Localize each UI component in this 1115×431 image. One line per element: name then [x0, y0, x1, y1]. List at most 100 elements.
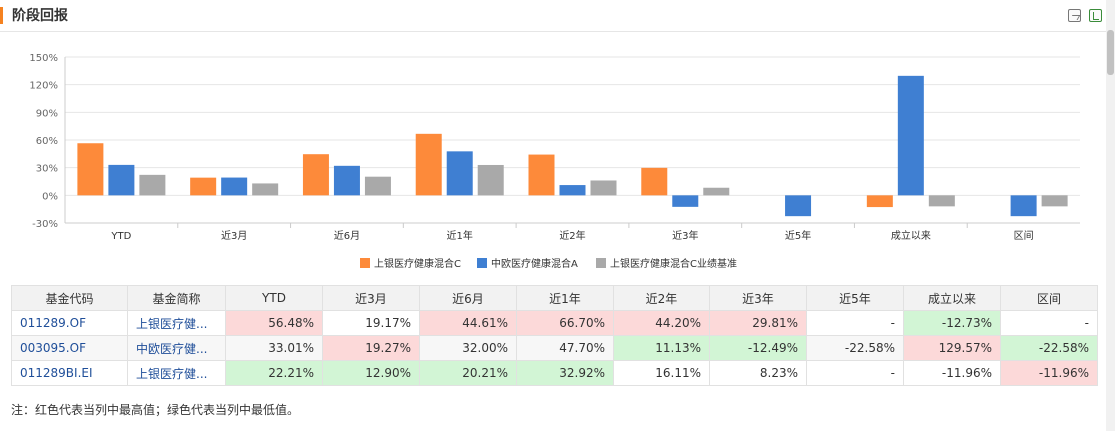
bar	[108, 164, 135, 196]
column-header: 成立以来	[903, 285, 1001, 311]
legend-label: 上银医疗健康混合C	[374, 257, 461, 270]
return-cell: -12.49%	[709, 335, 807, 361]
return-cell: -	[1000, 310, 1098, 336]
bar	[364, 176, 391, 196]
table-row: 011289BI.EI 上银医疗健... 22.21% 12.90% 20.21% 32.…	[11, 360, 1098, 386]
bar	[221, 177, 248, 196]
y-tick-label: -30%	[32, 219, 58, 230]
column-header: 近6月	[419, 285, 517, 311]
bar	[415, 133, 442, 196]
x-tick-label: 近3年	[672, 229, 698, 242]
y-tick-label: 0%	[42, 191, 58, 202]
header-accent-bar	[0, 7, 3, 24]
bar	[928, 195, 955, 207]
return-cell: -	[806, 360, 904, 386]
column-header: 基金简称	[127, 285, 226, 311]
bar	[672, 195, 699, 207]
y-tick-label: 150%	[29, 53, 58, 64]
x-tick-label: 近5年	[785, 229, 811, 242]
return-cell: 44.20%	[613, 310, 710, 336]
table-footnote: 注：红色代表当列中最高值；绿色代表当列中最低值。	[11, 403, 300, 417]
return-table: 基金代码 基金简称 YTD 近3月 近6月 近1年 近2年 近3年 近5年 成立以来 区间 0112…	[11, 285, 1098, 386]
return-table-container: 基金代码 基金简称 YTD 近3月 近6月 近1年 近2年 近3年 近5年 成立以来 区间 0112…	[11, 285, 1098, 386]
x-tick-label: 近2年	[559, 229, 585, 242]
bar	[703, 187, 730, 196]
return-cell: 19.27%	[322, 335, 420, 361]
fund-name-link[interactable]: 中欧医疗健...	[127, 335, 226, 361]
bar	[190, 177, 217, 196]
column-header: 区间	[1000, 285, 1098, 311]
bar	[897, 75, 924, 196]
bar	[866, 195, 893, 208]
return-cell: 16.11%	[613, 360, 710, 386]
fund-name-link[interactable]: 上银医疗健...	[127, 310, 226, 336]
vertical-scrollbar[interactable]	[1106, 0, 1115, 431]
legend-label: 中欧医疗健康混合A	[491, 257, 578, 270]
column-header: YTD	[225, 285, 323, 311]
table-header-row: 基金代码 基金简称 YTD 近3月 近6月 近1年 近2年 近3年 近5年 成立以来 区间	[11, 285, 1098, 311]
column-header: 近3年	[709, 285, 807, 311]
x-tick-label: 成立以来	[891, 229, 931, 242]
return-cell: 66.70%	[516, 310, 614, 336]
excel-export-icon[interactable]	[1089, 9, 1102, 22]
return-cell: -11.96%	[903, 360, 1001, 386]
y-tick-label: 60%	[36, 136, 58, 147]
return-cell: 12.90%	[322, 360, 420, 386]
return-cell: 32.92%	[516, 360, 614, 386]
return-cell: 33.01%	[225, 335, 323, 361]
legend-swatch	[596, 258, 606, 268]
bar	[477, 164, 504, 196]
legend-label: 上银医疗健康混合C业绩基准	[610, 257, 737, 270]
bar	[252, 183, 279, 196]
return-cell: 22.21%	[225, 360, 323, 386]
section-title: 阶段回报	[12, 8, 68, 24]
table-row: 011289.OF 上银医疗健... 56.48% 19.17% 44.61% 66.70…	[11, 310, 1098, 336]
return-cell: 56.48%	[225, 310, 323, 336]
column-header: 近2年	[613, 285, 710, 311]
table-row: 003095.OF 中欧医疗健... 33.01% 19.27% 32.00% 47.70…	[11, 335, 1098, 361]
bar	[333, 165, 360, 196]
y-tick-label: 120%	[29, 81, 58, 92]
return-cell: 129.57%	[903, 335, 1001, 361]
image-export-icon[interactable]	[1068, 9, 1081, 22]
bar	[641, 167, 668, 196]
y-tick-label: 30%	[36, 164, 58, 175]
fund-name-link[interactable]: 上银医疗健...	[127, 360, 226, 386]
fund-code-link[interactable]: 003095.OF	[11, 335, 128, 361]
y-tick-label: 90%	[36, 108, 58, 119]
x-tick-label: YTD	[110, 231, 131, 242]
return-cell: 20.21%	[419, 360, 517, 386]
return-cell: -11.96%	[1000, 360, 1098, 386]
return-cell: 19.17%	[322, 310, 420, 336]
x-tick-label: 近1年	[447, 229, 473, 242]
bar	[446, 151, 473, 196]
bar	[302, 154, 329, 196]
return-cell: -12.73%	[903, 310, 1001, 336]
scrollbar-thumb[interactable]	[1107, 30, 1114, 75]
x-tick-label: 近3月	[221, 229, 247, 242]
section-header: 阶段回报	[0, 0, 1106, 32]
return-cell: -	[806, 310, 904, 336]
column-header: 近3月	[322, 285, 420, 311]
bar	[590, 180, 617, 196]
bar	[1041, 195, 1068, 207]
return-cell: 29.81%	[709, 310, 807, 336]
fund-code-link[interactable]: 011289BI.EI	[11, 360, 128, 386]
return-cell: 32.00%	[419, 335, 517, 361]
return-cell: 44.61%	[419, 310, 517, 336]
x-tick-label: 区间	[1014, 229, 1034, 242]
column-header: 近1年	[516, 285, 614, 311]
bar	[77, 143, 104, 196]
return-cell: -22.58%	[806, 335, 904, 361]
return-cell: -22.58%	[1000, 335, 1098, 361]
stage-return-chart: 150% 120% 90% 60% 30% 0% -30% YTD 近3月 近6月 近1年 近2年 近3…	[29, 53, 1080, 270]
return-cell: 8.23%	[709, 360, 807, 386]
bar	[1010, 195, 1037, 217]
return-cell: 47.70%	[516, 335, 614, 361]
column-header: 基金代码	[11, 285, 128, 311]
bar	[139, 174, 166, 196]
legend-swatch	[477, 258, 487, 268]
fund-code-link[interactable]: 011289.OF	[11, 310, 128, 336]
return-cell: 11.13%	[613, 335, 710, 361]
bar	[559, 185, 586, 196]
